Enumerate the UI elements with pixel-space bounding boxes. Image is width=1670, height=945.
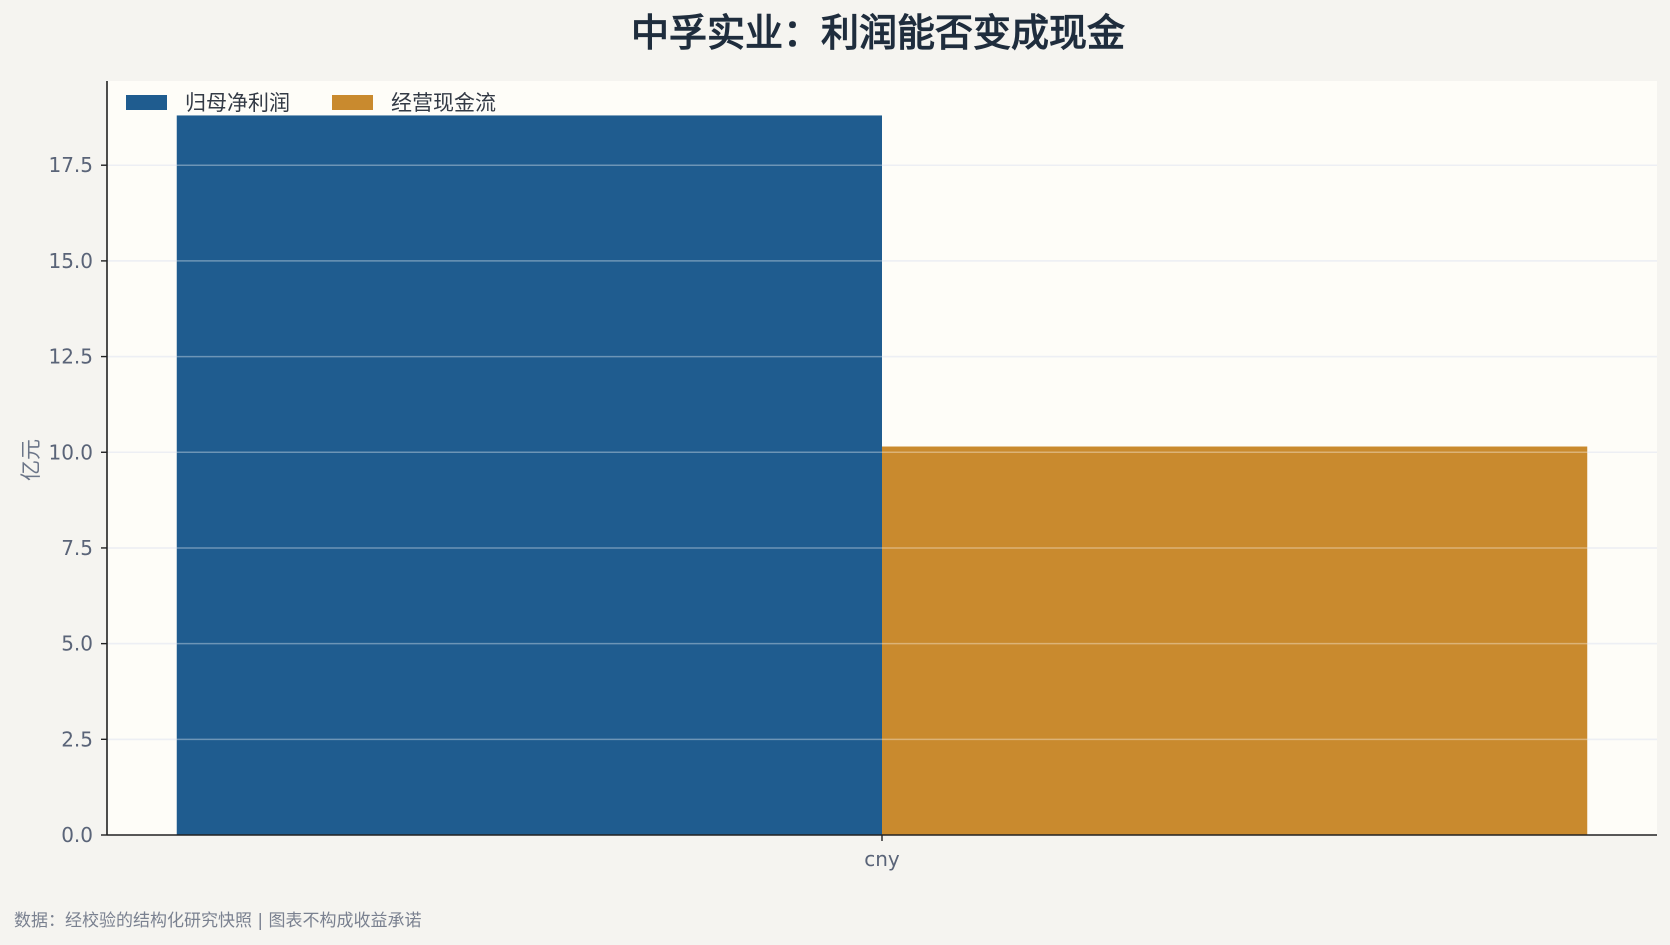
legend-swatch-0 (126, 95, 167, 110)
legend-swatch-1 (332, 95, 373, 110)
y-tick-label: 7.5 (61, 536, 93, 560)
y-axis-ticks: 0.0 2.5 5.0 7.5 10.0 12.5 15.0 17.5 (48, 153, 107, 847)
bar-经营现金流-cny (882, 446, 1588, 835)
legend: 归母净利润 经营现金流 (126, 91, 496, 115)
footer-note: 数据：经校验的结构化研究快照 | 图表不构成收益承诺 (14, 911, 422, 931)
bar-归母净利润-cny (176, 115, 882, 835)
legend-label-1: 经营现金流 (391, 91, 496, 115)
x-tick-label: cny (864, 847, 900, 871)
y-axis-label: 亿元 (19, 439, 43, 481)
bars (176, 115, 1588, 835)
y-tick-label: 0.0 (61, 823, 93, 847)
y-tick-label: 15.0 (48, 249, 93, 273)
x-axis-ticks: cny (864, 835, 900, 871)
gridlines-overlay (107, 164, 1657, 741)
y-tick-label: 17.5 (48, 153, 93, 177)
y-tick-label: 10.0 (48, 440, 93, 464)
y-tick-label: 5.0 (61, 632, 93, 656)
chart-title: 中孚实业：利润能否变成现金 (631, 11, 1126, 55)
legend-label-0: 归母净利润 (185, 91, 290, 115)
y-tick-label: 2.5 (61, 727, 93, 751)
y-tick-label: 12.5 (48, 345, 93, 369)
